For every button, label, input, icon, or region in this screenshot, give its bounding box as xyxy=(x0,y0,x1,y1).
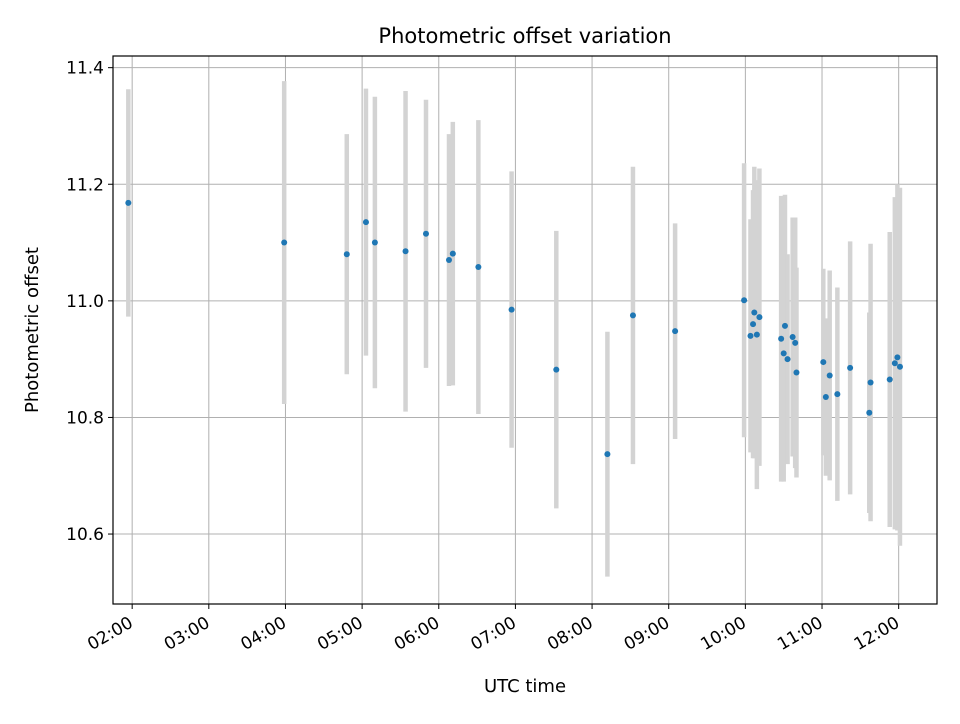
x-tick-label: 09:00 xyxy=(621,613,673,655)
plot-frame xyxy=(112,55,938,605)
data-point xyxy=(604,451,611,458)
data-point xyxy=(422,230,429,237)
data-point xyxy=(475,264,482,271)
data-point xyxy=(866,409,873,416)
x-tick-label: 12:00 xyxy=(851,613,903,655)
data-point xyxy=(362,219,369,226)
data-point xyxy=(792,339,799,346)
y-tick-label: 11.0 xyxy=(66,292,104,312)
data-point xyxy=(867,379,874,386)
data-point xyxy=(826,372,833,379)
data-point xyxy=(343,251,350,258)
data-point xyxy=(756,314,763,321)
data-point xyxy=(741,297,748,304)
data-point xyxy=(894,354,901,361)
data-point xyxy=(553,366,560,373)
data-point xyxy=(781,322,788,329)
y-tick-label: 11.4 xyxy=(66,59,104,79)
data-point xyxy=(445,257,452,264)
x-tick-label: 11:00 xyxy=(774,613,826,655)
data-point xyxy=(449,250,456,257)
data-point xyxy=(886,376,893,383)
y-tick-label: 10.8 xyxy=(66,408,104,428)
data-point xyxy=(789,333,796,340)
data-point xyxy=(751,309,758,316)
plot-background xyxy=(113,56,937,604)
x-tick-label: 06:00 xyxy=(391,613,443,655)
data-point xyxy=(778,335,785,342)
data-point xyxy=(820,359,827,366)
data-point xyxy=(125,199,132,206)
y-axis-label: Photometric offset xyxy=(22,247,43,413)
data-point xyxy=(672,328,679,335)
x-tick-label: 10:00 xyxy=(697,613,749,655)
data-point xyxy=(834,391,841,398)
y-tick-label: 10.6 xyxy=(66,525,104,545)
data-point xyxy=(629,312,636,319)
data-point xyxy=(793,369,800,376)
data-point xyxy=(847,364,854,371)
x-tick-label: 07:00 xyxy=(467,613,519,655)
x-tick-label: 02:00 xyxy=(84,613,136,655)
data-point xyxy=(402,248,409,255)
y-tick-label: 11.2 xyxy=(66,175,104,195)
point-layer xyxy=(125,199,903,458)
y-axis-ticks: 10.6 10.8 11.0 11.2 11.4 xyxy=(66,59,113,545)
grid-layer xyxy=(113,56,937,604)
data-point xyxy=(508,306,515,313)
x-tick-label: 08:00 xyxy=(544,613,596,655)
data-point xyxy=(784,356,791,363)
x-axis-label: UTC time xyxy=(484,676,566,697)
data-point xyxy=(822,394,829,401)
data-point xyxy=(371,239,378,246)
x-axis-ticks: 02:00 03:00 04:00 05:00 06:00 07:00 08:00 09:00… xyxy=(84,604,903,655)
x-tick-label: 04:00 xyxy=(238,613,290,655)
x-tick-label: 03:00 xyxy=(161,613,213,655)
chart-title: Photometric offset variation xyxy=(378,24,671,48)
x-tick-label: 05:00 xyxy=(314,613,366,655)
data-point xyxy=(747,332,754,339)
data-point xyxy=(750,321,757,328)
data-point xyxy=(753,331,760,338)
data-point xyxy=(281,239,288,246)
data-point xyxy=(896,363,903,370)
data-point xyxy=(891,360,898,367)
data-point xyxy=(780,350,787,357)
